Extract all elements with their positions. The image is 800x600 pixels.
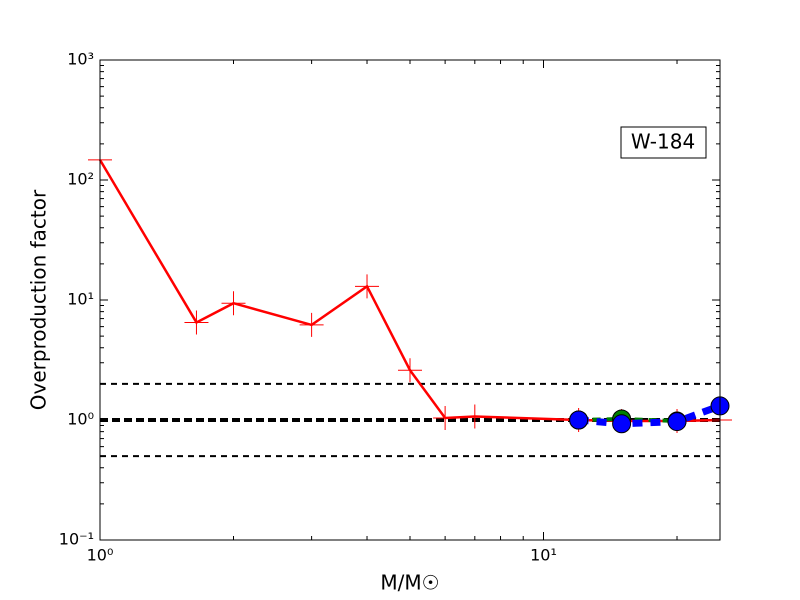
- y-tick-label: 10³: [67, 50, 94, 69]
- y-tick-label: 10⁰: [67, 410, 94, 429]
- marker: [221, 291, 246, 316]
- x-tick-label: 10¹: [530, 546, 557, 565]
- y-tick-label: 10¹: [67, 290, 94, 309]
- marker: [355, 274, 380, 299]
- x-tick-label: 10⁰: [87, 546, 114, 565]
- marker: [462, 404, 487, 429]
- marker: [612, 414, 632, 434]
- marker: [569, 410, 589, 430]
- y-tick-label: 10⁻¹: [59, 530, 94, 549]
- annotation-box: [620, 126, 707, 159]
- series-line: [578, 402, 722, 428]
- annotation: W-184: [631, 130, 695, 154]
- marker: [299, 312, 324, 337]
- marker: [667, 412, 687, 432]
- marker: [398, 358, 422, 383]
- marker: [184, 310, 209, 335]
- y-tick-label: 10²: [67, 170, 94, 189]
- x-axis-label: M/M☉: [380, 571, 439, 595]
- y-axis-label: Overproduction factor: [27, 189, 51, 410]
- marker: [433, 405, 458, 430]
